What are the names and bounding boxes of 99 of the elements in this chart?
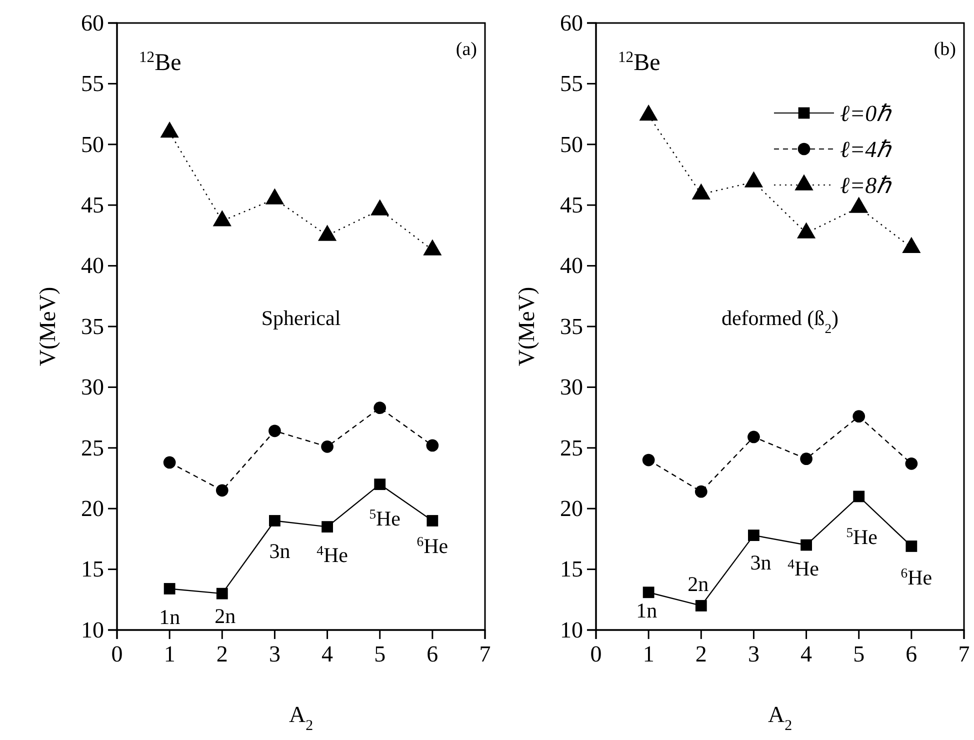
y-axis-title: V(MeV) xyxy=(35,286,60,366)
y-tick-label: 30 xyxy=(81,374,104,400)
y-tick-label: 60 xyxy=(81,10,104,36)
point xyxy=(744,171,764,188)
point xyxy=(321,440,334,453)
y-tick-label: 10 xyxy=(81,617,104,642)
point xyxy=(423,239,442,256)
annotation: $^{5}$He xyxy=(846,524,878,549)
legend-label: ℓ=4ℏ xyxy=(840,137,893,162)
point xyxy=(322,521,333,533)
point xyxy=(374,478,386,490)
x-tick-label: 1 xyxy=(642,641,654,666)
point xyxy=(318,224,337,241)
point xyxy=(695,600,707,612)
y-tick-label: 35 xyxy=(81,314,104,339)
y-tick-label: 45 xyxy=(81,192,104,218)
y-tick-label: 30 xyxy=(560,374,583,400)
annotation: 1n xyxy=(159,605,181,630)
legend-label: ℓ=0ℏ xyxy=(840,101,893,126)
y-tick-label: 15 xyxy=(560,556,583,582)
point xyxy=(850,196,868,213)
y-tick-label: 55 xyxy=(560,71,583,96)
point xyxy=(642,454,655,466)
y-tick-label: 40 xyxy=(560,253,583,278)
x-tick-label: 0 xyxy=(111,641,123,666)
point xyxy=(370,199,390,216)
y-tick-label: 20 xyxy=(81,496,104,521)
point xyxy=(800,539,812,551)
point xyxy=(216,484,228,497)
x-tick-label: 4 xyxy=(800,641,813,666)
point xyxy=(906,540,918,552)
x-tick-label: 2 xyxy=(695,641,707,666)
annotation: (a) xyxy=(456,39,477,60)
annotation: $^{12}$Be xyxy=(139,48,182,76)
x-tick-label: 5 xyxy=(374,641,386,666)
annotation: Spherical xyxy=(261,306,341,330)
point xyxy=(902,236,921,253)
y-tick-label: 35 xyxy=(560,314,583,339)
y-tick-label: 25 xyxy=(560,435,583,460)
point xyxy=(374,402,386,414)
x-tick-label: 7 xyxy=(958,641,970,666)
x-tick-label: 0 xyxy=(590,641,602,666)
annotation: 2n xyxy=(688,572,710,596)
annotation: $^{12}$Be xyxy=(618,48,660,76)
point xyxy=(694,485,708,498)
annotation: $^{4}$He xyxy=(788,556,819,580)
annotation: (b) xyxy=(934,39,956,60)
x-tick-label: 3 xyxy=(748,641,760,666)
point xyxy=(800,452,812,465)
x-tick-label: 7 xyxy=(479,641,491,666)
y-tick-label: 60 xyxy=(560,10,583,36)
annotation: $^{5}$He xyxy=(369,506,401,531)
point xyxy=(216,588,228,600)
x-tick-label: 6 xyxy=(906,641,918,666)
x-axis-title: A$_{2}$ xyxy=(288,702,314,734)
y-tick-label: 10 xyxy=(560,617,583,642)
annotation: $^{6}$He xyxy=(416,534,448,558)
point xyxy=(852,410,866,423)
annotation: 1n xyxy=(636,598,658,623)
x-tick-label: 4 xyxy=(322,641,334,666)
point xyxy=(639,104,658,121)
y-tick-label: 25 xyxy=(81,435,104,460)
point xyxy=(163,456,176,469)
annotation: 3n xyxy=(750,550,772,575)
y-tick-label: 50 xyxy=(81,132,104,157)
point xyxy=(164,583,176,594)
annotation: $^{6}$He xyxy=(900,565,932,590)
x-tick-label: 1 xyxy=(164,641,176,666)
y-tick-label: 40 xyxy=(81,253,104,278)
y-axis-title: V(MeV) xyxy=(514,286,539,366)
point xyxy=(642,586,654,598)
y-tick-label: 50 xyxy=(560,132,583,157)
legend-label: ℓ=8ℏ xyxy=(840,173,893,198)
point xyxy=(160,122,179,138)
point xyxy=(265,188,284,204)
annotation: 2n xyxy=(214,604,236,628)
point xyxy=(796,222,816,238)
point xyxy=(269,515,280,526)
y-tick-label: 45 xyxy=(560,192,583,218)
x-axis-title: A$_{2}$ xyxy=(768,702,792,734)
x-tick-label: 2 xyxy=(216,641,228,666)
point xyxy=(426,439,439,452)
annotation: deformed (ß$_{2}$) xyxy=(721,306,839,336)
y-tick-label: 15 xyxy=(81,556,104,582)
point xyxy=(268,424,281,438)
y-tick-label: 20 xyxy=(560,496,583,521)
point xyxy=(692,183,710,200)
x-tick-label: 3 xyxy=(268,641,280,666)
x-tick-label: 5 xyxy=(853,641,865,666)
annotation: $^{4}$He xyxy=(316,542,348,568)
point xyxy=(905,458,918,470)
point xyxy=(426,515,438,526)
annotation: 3n xyxy=(269,539,291,564)
y-tick-label: 55 xyxy=(81,71,104,96)
point xyxy=(212,210,232,226)
point xyxy=(748,430,760,444)
point xyxy=(853,490,865,502)
x-tick-label: 6 xyxy=(426,641,438,666)
point xyxy=(748,530,760,542)
